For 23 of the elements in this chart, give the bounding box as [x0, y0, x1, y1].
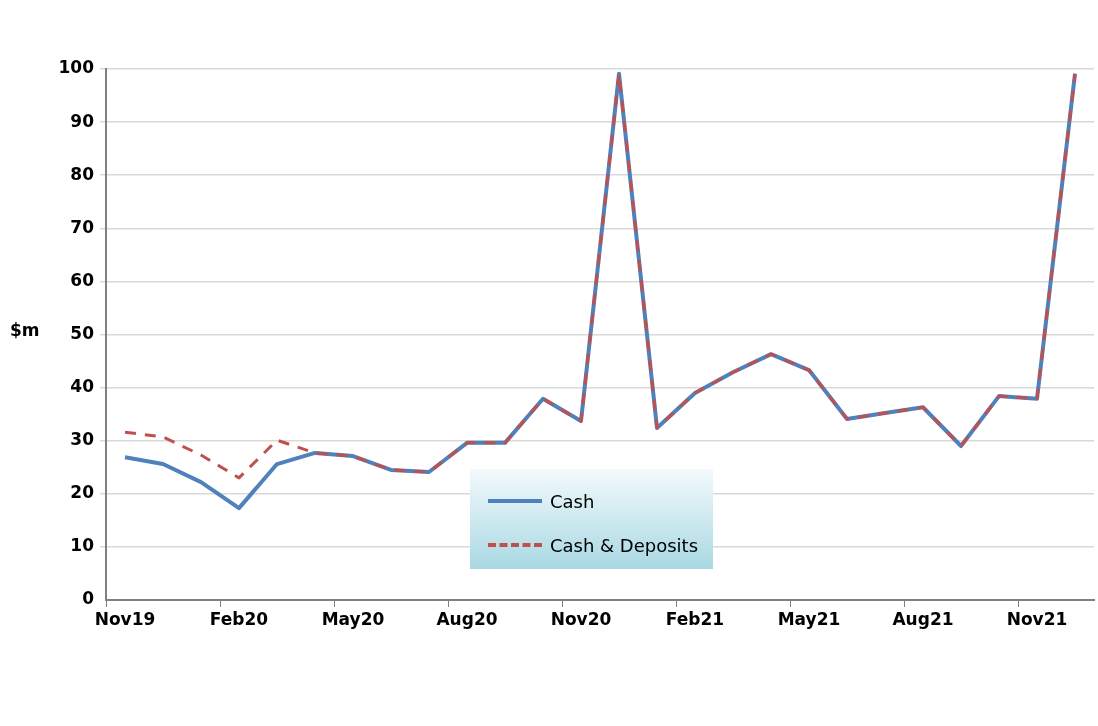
y-tick-label: 40 — [70, 376, 95, 397]
x-tick-label: Nov19 — [94, 608, 156, 629]
y-tick-label: 70 — [70, 216, 95, 237]
y-tick-label: 0 — [82, 588, 95, 609]
x-tick-label: Feb20 — [209, 608, 269, 629]
x-tick-label: May20 — [321, 608, 385, 629]
y-tick-label: 20 — [70, 482, 95, 503]
y-tick-label: 10 — [70, 535, 95, 556]
y-tick-label: 30 — [70, 429, 95, 450]
y-tick-label: 50 — [70, 322, 95, 343]
x-tick-label: Nov20 — [550, 608, 612, 629]
y-tick-label: 60 — [70, 269, 95, 290]
x-tick-label: Feb21 — [665, 608, 725, 629]
x-tick-label: Aug21 — [892, 608, 954, 629]
y-axis-title: $m — [10, 319, 40, 340]
x-tick-label: May21 — [777, 608, 841, 629]
legend-label: Cash — [550, 490, 595, 512]
x-tick-label: Aug20 — [436, 608, 498, 629]
y-tick-label: 100 — [58, 57, 95, 78]
y-tick-label: 80 — [70, 163, 95, 184]
legend-label: Cash & Deposits — [550, 534, 699, 556]
y-tick-label: 90 — [70, 110, 95, 131]
x-tick-label: Nov21 — [1006, 608, 1068, 629]
